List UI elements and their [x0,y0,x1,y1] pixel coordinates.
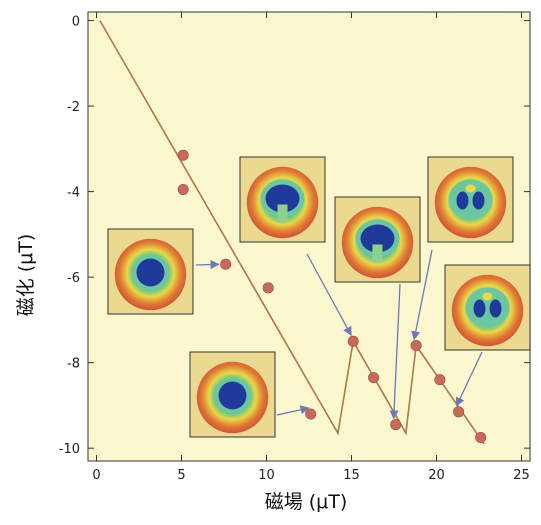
data-point [347,335,359,347]
vortex-image-1 [107,228,194,315]
y-tick-label: -4 [67,186,80,201]
data-points [177,149,487,443]
inset-arrow [306,253,352,337]
y-tick-label: -10 [59,442,80,457]
vortex-image-2 [189,351,276,438]
inset-arrow [411,249,433,341]
data-point [177,149,189,161]
y-tick-label: -6 [67,271,80,286]
x-tick-label: 15 [343,468,360,483]
data-point [177,183,189,195]
inset-images [107,156,531,438]
y-tick-label: 0 [72,15,80,30]
inset-arrow [276,405,310,416]
vortex-image-6 [444,264,531,351]
vortex-image-5 [427,156,514,243]
data-point [368,372,380,384]
x-tick-label: 20 [428,468,445,483]
data-point [220,258,232,270]
x-tick-label: 10 [258,468,275,483]
y-axis-title: 磁化 (μT) [15,234,37,317]
y-tick-label: -8 [67,357,80,372]
data-point [390,419,402,431]
fit-line-path [99,20,485,445]
inset-arrow [389,283,401,420]
data-point [410,340,422,352]
data-point [305,408,317,420]
vortex-image-4 [334,196,421,283]
x-tick-label: 5 [177,468,185,483]
inset-arrow [455,351,483,407]
x-axis-title: 磁場 (μT) [265,491,348,513]
inset-arrow [195,260,220,270]
x-tick-label: 25 [513,468,530,483]
axes: 0 5 10 15 20 25 0 -2 -4 -6 -8 -10 [59,12,530,483]
data-point [475,431,487,443]
fit-line [99,20,485,445]
data-point [262,282,274,294]
vortex-image-3 [239,156,326,243]
data-point [434,374,446,386]
y-tick-label: -2 [67,100,80,115]
data-point [453,406,465,418]
x-tick-label: 0 [92,468,100,483]
